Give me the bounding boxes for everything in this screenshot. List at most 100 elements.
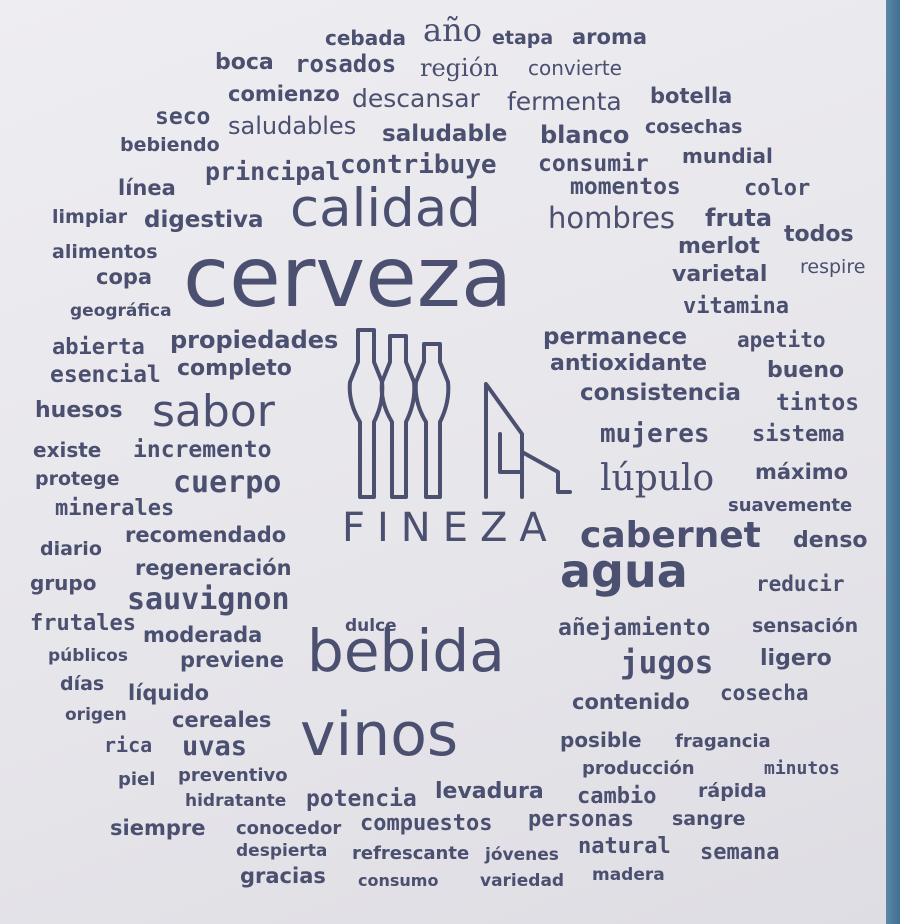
cloud-word: comienzo [228, 82, 340, 106]
cloud-word: producción [582, 758, 695, 779]
wine-bottles-and-glass-icon [347, 328, 572, 499]
cloud-word: esencial [50, 362, 161, 388]
cloud-word: existe [33, 438, 102, 462]
cloud-word: dulce [345, 616, 397, 636]
cloud-word: cerveza [183, 228, 513, 326]
cloud-word: previene [180, 648, 284, 672]
cloud-word: descansar [352, 84, 480, 113]
cloud-word: denso [793, 528, 868, 553]
cloud-word: bebiendo [120, 134, 220, 156]
cloud-word: rosados [295, 50, 397, 78]
cloud-word: calidad [290, 178, 481, 239]
cloud-word: tintos [776, 390, 860, 416]
cloud-word: hombres [548, 201, 676, 235]
cloud-word: respire [800, 256, 866, 278]
cloud-word: mundial [682, 144, 773, 168]
cloud-word: incremento [133, 437, 272, 463]
cloud-word: línea [118, 176, 176, 200]
cloud-word: días [60, 673, 105, 695]
cloud-word: siempre [110, 816, 206, 840]
cloud-word: gracias [240, 864, 326, 888]
cloud-word: región [420, 54, 499, 82]
cloud-word: añejamiento [558, 615, 711, 641]
cloud-word: sabor [152, 386, 275, 437]
cloud-word: cosecha [720, 681, 809, 705]
cloud-word: moderada [143, 623, 263, 647]
cloud-word: reducir [756, 572, 845, 596]
cloud-word: origen [65, 705, 127, 725]
cloud-word: refrescante [352, 843, 470, 864]
cloud-word: potencia [306, 786, 417, 812]
cloud-word: boca [215, 50, 274, 75]
cloud-word: botella [650, 84, 733, 108]
cloud-word: limpiar [52, 206, 128, 228]
cloud-word: propiedades [170, 326, 339, 354]
cloud-word: cambio [577, 784, 657, 809]
cloud-word: aroma [572, 25, 648, 49]
cloud-word: principal [205, 157, 341, 186]
cloud-word: cebada [325, 26, 407, 50]
cloud-word: saludables [228, 112, 357, 140]
cloud-word: copa [96, 265, 153, 289]
cloud-word: protege [35, 468, 120, 490]
cloud-word: antioxidante [550, 351, 708, 376]
cloud-word: vinos [300, 700, 459, 770]
cloud-word: compuestos [360, 811, 493, 836]
cloud-word: fermenta [507, 87, 622, 116]
cloud-word: madera [592, 865, 665, 885]
cloud-word: minerales [55, 496, 175, 521]
cloud-word: jóvenes [485, 845, 559, 865]
cloud-word: diario [40, 538, 102, 560]
cloud-word: agua [560, 544, 688, 598]
cloud-word: cosechas [645, 116, 743, 138]
cloud-word: consumo [358, 871, 439, 890]
cloud-word: seco [155, 104, 211, 130]
cloud-word: públicos [48, 646, 128, 666]
cloud-word: año [423, 11, 482, 49]
cloud-word: sangre [672, 808, 746, 830]
cloud-word: suavemente [728, 495, 853, 516]
cloud-word: levadura [435, 779, 544, 804]
cloud-word: convierte [528, 56, 622, 80]
cloud-word: máximo [755, 460, 849, 484]
cloud-word: momentos [570, 174, 681, 200]
brand-name: FINEZA [342, 505, 559, 551]
cloud-word: cereales [172, 708, 272, 732]
cloud-word: sensación [752, 615, 859, 637]
cloud-word: jugos [620, 645, 714, 681]
cloud-word: ligero [760, 646, 832, 671]
cloud-word: cuerpo [173, 465, 282, 500]
cloud-word: posible [560, 728, 642, 752]
cloud-word: huesos [35, 398, 123, 423]
cloud-word: fruta [705, 204, 773, 232]
cloud-word: cabernet [580, 515, 761, 556]
cloud-word: conocedor [236, 818, 342, 839]
cloud-word: bebida [307, 617, 505, 685]
cloud-word: contenido [572, 690, 690, 714]
cloud-word: alimentos [52, 241, 158, 263]
cloud-word: merlot [678, 234, 760, 259]
cloud-word: blanco [540, 121, 630, 149]
cloud-word: apetito [737, 328, 826, 352]
cloud-word: uvas [182, 731, 248, 762]
cloud-word: preventivo [178, 765, 288, 786]
cloud-word: sistema [752, 422, 845, 447]
cloud-word: completo [177, 356, 292, 381]
cloud-word: varietal [672, 262, 768, 287]
cloud-word: rica [104, 733, 153, 757]
cloud-word: frutales [30, 611, 136, 636]
cloud-word: consistencia [580, 380, 742, 406]
cloud-word: saludable [382, 121, 508, 147]
cloud-word: recomendado [125, 523, 287, 547]
cloud-word: rápida [698, 780, 767, 802]
cloud-word: digestiva [144, 207, 264, 233]
cloud-word: despierta [236, 841, 328, 861]
cloud-word: variedad [480, 871, 565, 891]
cloud-word: etapa [492, 27, 554, 49]
cloud-word: líquido [128, 681, 210, 705]
cloud-word: todos [784, 222, 854, 247]
cloud-word: regeneración [135, 556, 292, 580]
cloud-word: semana [700, 840, 780, 865]
cloud-word: consumir [538, 151, 649, 177]
cloud-word: sauvignon [127, 582, 290, 617]
